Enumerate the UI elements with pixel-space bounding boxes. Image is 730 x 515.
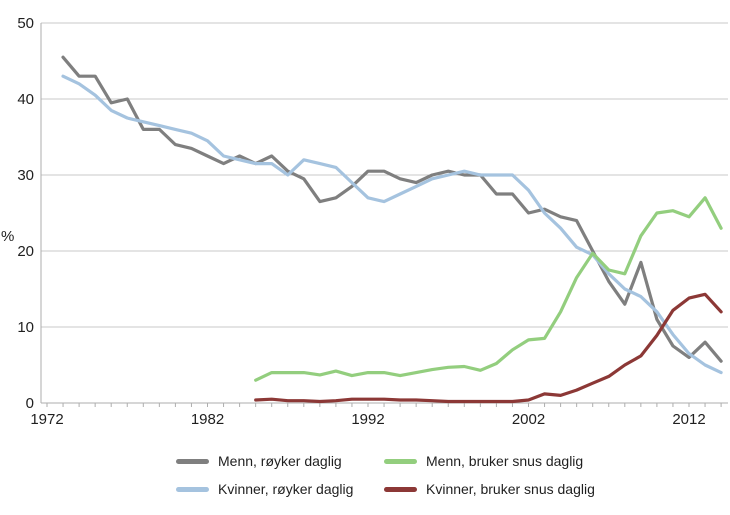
x-tick-label-2002: 2002 — [512, 411, 545, 428]
x-tick-label-1972: 1972 — [30, 411, 63, 428]
series-line-kvinner-royker-daglig — [61, 74, 723, 375]
y-tick-label-30: 30 — [17, 167, 34, 184]
legend-item-kvinner-snus: Kvinner, bruker snus daglig — [384, 480, 595, 498]
series-line-kvinner-bruker-snus-daglig — [254, 292, 723, 404]
x-tick-label-2012: 2012 — [672, 411, 705, 428]
x-tick-label-1982: 1982 — [191, 411, 224, 428]
y-tick-label-10: 10 — [17, 319, 34, 336]
legend-swatch-menn-royker-icon — [176, 458, 209, 464]
series-line-menn-bruker-snus-daglig — [254, 196, 723, 382]
legend-swatch-kvinner-snus-icon — [384, 486, 417, 492]
legend-label-menn-royker: Menn, røyker daglig — [218, 453, 342, 469]
legend-swatch-kvinner-royker-icon — [176, 486, 209, 492]
y-tick-label-0: 0 — [26, 395, 34, 412]
legend-label-kvinner-royker: Kvinner, røyker daglig — [218, 481, 354, 497]
y-tick-label-50: 50 — [17, 15, 34, 32]
y-tick-label-40: 40 — [17, 91, 34, 108]
legend-item-menn-royker: Menn, røyker daglig — [176, 452, 342, 470]
legend-item-menn-snus: Menn, bruker snus daglig — [384, 452, 583, 470]
series-line-menn-royker-daglig — [61, 55, 723, 363]
line-chart: 0 10 20 30 40 50% 1972 1982 1992 2002 2012 — [1, 15, 728, 428]
legend-label-menn-snus: Menn, bruker snus daglig — [426, 453, 584, 469]
legend-swatch-menn-snus-icon — [384, 458, 417, 464]
legend-label-kvinner-snus: Kvinner, bruker snus daglig — [426, 481, 595, 497]
x-tick-label-1992: 1992 — [351, 411, 384, 428]
y-tick-label-20: 20 — [17, 243, 34, 260]
y-axis-unit-label: % — [1, 228, 14, 245]
legend-item-kvinner-royker: Kvinner, røyker daglig — [176, 480, 353, 498]
